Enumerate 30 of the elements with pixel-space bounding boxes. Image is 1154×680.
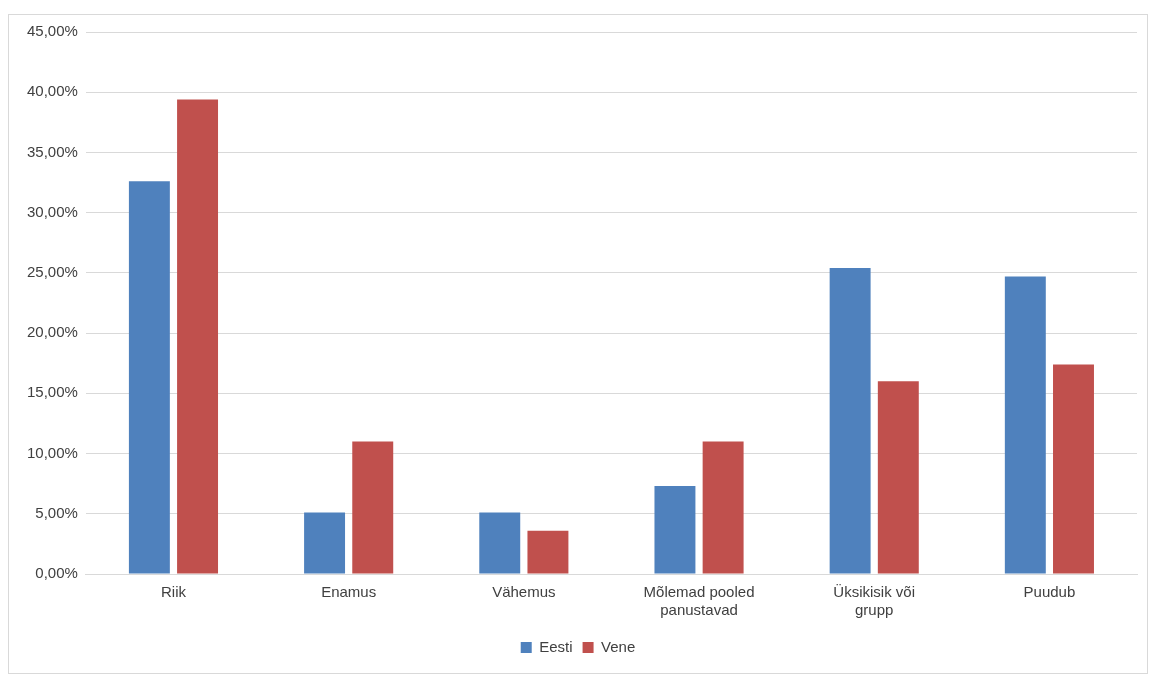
- bar: [829, 268, 871, 574]
- bar: [702, 441, 744, 574]
- bar: [527, 530, 569, 574]
- x-tick-label: Enamus: [321, 583, 377, 601]
- x-tick-label: Vähemus: [492, 583, 556, 601]
- y-tick-label: 45,00%: [27, 22, 78, 40]
- bar: [654, 486, 696, 574]
- legend-label: Eesti: [539, 637, 573, 655]
- y-tick-label: 25,00%: [27, 263, 78, 281]
- y-tick-label: 40,00%: [27, 82, 78, 100]
- x-tick-label: Üksikisik või grupp: [833, 583, 916, 619]
- bar: [1053, 364, 1094, 574]
- bar: [128, 181, 170, 574]
- y-tick-label: 5,00%: [35, 503, 78, 521]
- bar: [877, 381, 919, 574]
- y-tick-label: 10,00%: [27, 443, 78, 461]
- y-tick-label: 35,00%: [27, 142, 78, 160]
- y-tick-label: 0,00%: [35, 564, 78, 582]
- bar: [479, 512, 521, 574]
- bar: [177, 99, 219, 574]
- x-tick-label: Mõlemad pooled panustavad: [643, 583, 755, 619]
- bar: [1004, 276, 1046, 574]
- legend-label: Vene: [601, 637, 636, 655]
- y-tick-label: 20,00%: [27, 323, 78, 341]
- y-tick-label: 30,00%: [27, 202, 78, 220]
- bar: [304, 512, 346, 574]
- x-tick-label: Riik: [160, 583, 187, 601]
- x-tick-label: Puudub: [1023, 583, 1076, 601]
- y-tick-label: 15,00%: [27, 383, 78, 401]
- bar: [352, 441, 394, 574]
